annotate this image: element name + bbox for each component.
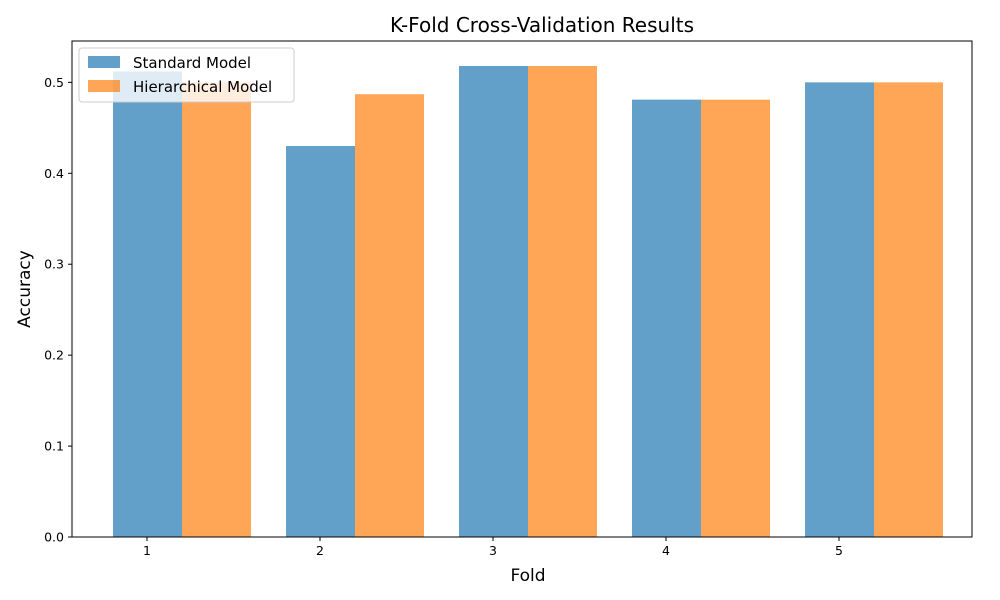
bar-standard-model-fold-1 [113,71,182,537]
legend-swatch-standard-model [88,56,120,68]
bar-hierarchical-model-fold-4 [701,99,770,538]
x-axis-ticks: 1 2 3 4 5 [143,537,843,558]
bar-hierarchical-model-fold-2 [355,94,424,538]
bar-hierarchical-model-fold-5 [874,82,943,537]
bar-group [113,66,943,538]
x-axis-label: Fold [510,566,545,586]
y-tick-label: 0.0 [44,530,64,545]
bar-standard-model-fold-2 [286,146,355,538]
y-axis-label: Accuracy [15,250,35,328]
x-tick-label: 3 [489,543,497,558]
x-tick-label: 4 [662,543,670,558]
legend-box [78,47,295,103]
legend-label-standard-model: Standard Model [133,54,251,72]
axes-frame [71,40,973,538]
y-tick-label: 0.2 [44,348,64,363]
legend-label-hierarchical-model: Hierarchical Model [133,78,272,96]
bar-hierarchical-model-fold-3 [528,66,597,538]
x-tick-label: 1 [143,543,151,558]
y-axis-ticks: 0.0 0.1 0.2 0.3 0.4 0.5 [44,75,72,545]
bar-hierarchical-model-fold-1 [182,82,251,537]
x-tick-label: 5 [835,543,843,558]
bar-standard-model-fold-4 [632,99,701,538]
plot-area [71,40,973,538]
y-tick-label: 0.3 [44,257,64,272]
legend-swatch-hierarchical-model [88,80,120,92]
legend: Standard Model Hierarchical Model [78,47,295,103]
chart-title: K-Fold Cross-Validation Results [390,13,694,37]
y-tick-label: 0.1 [44,439,64,454]
bar-standard-model-fold-5 [805,82,874,537]
x-tick-label: 2 [316,543,324,558]
y-tick-label: 0.4 [44,166,64,181]
y-tick-label: 0.5 [44,75,64,90]
bar-standard-model-fold-3 [459,66,528,538]
